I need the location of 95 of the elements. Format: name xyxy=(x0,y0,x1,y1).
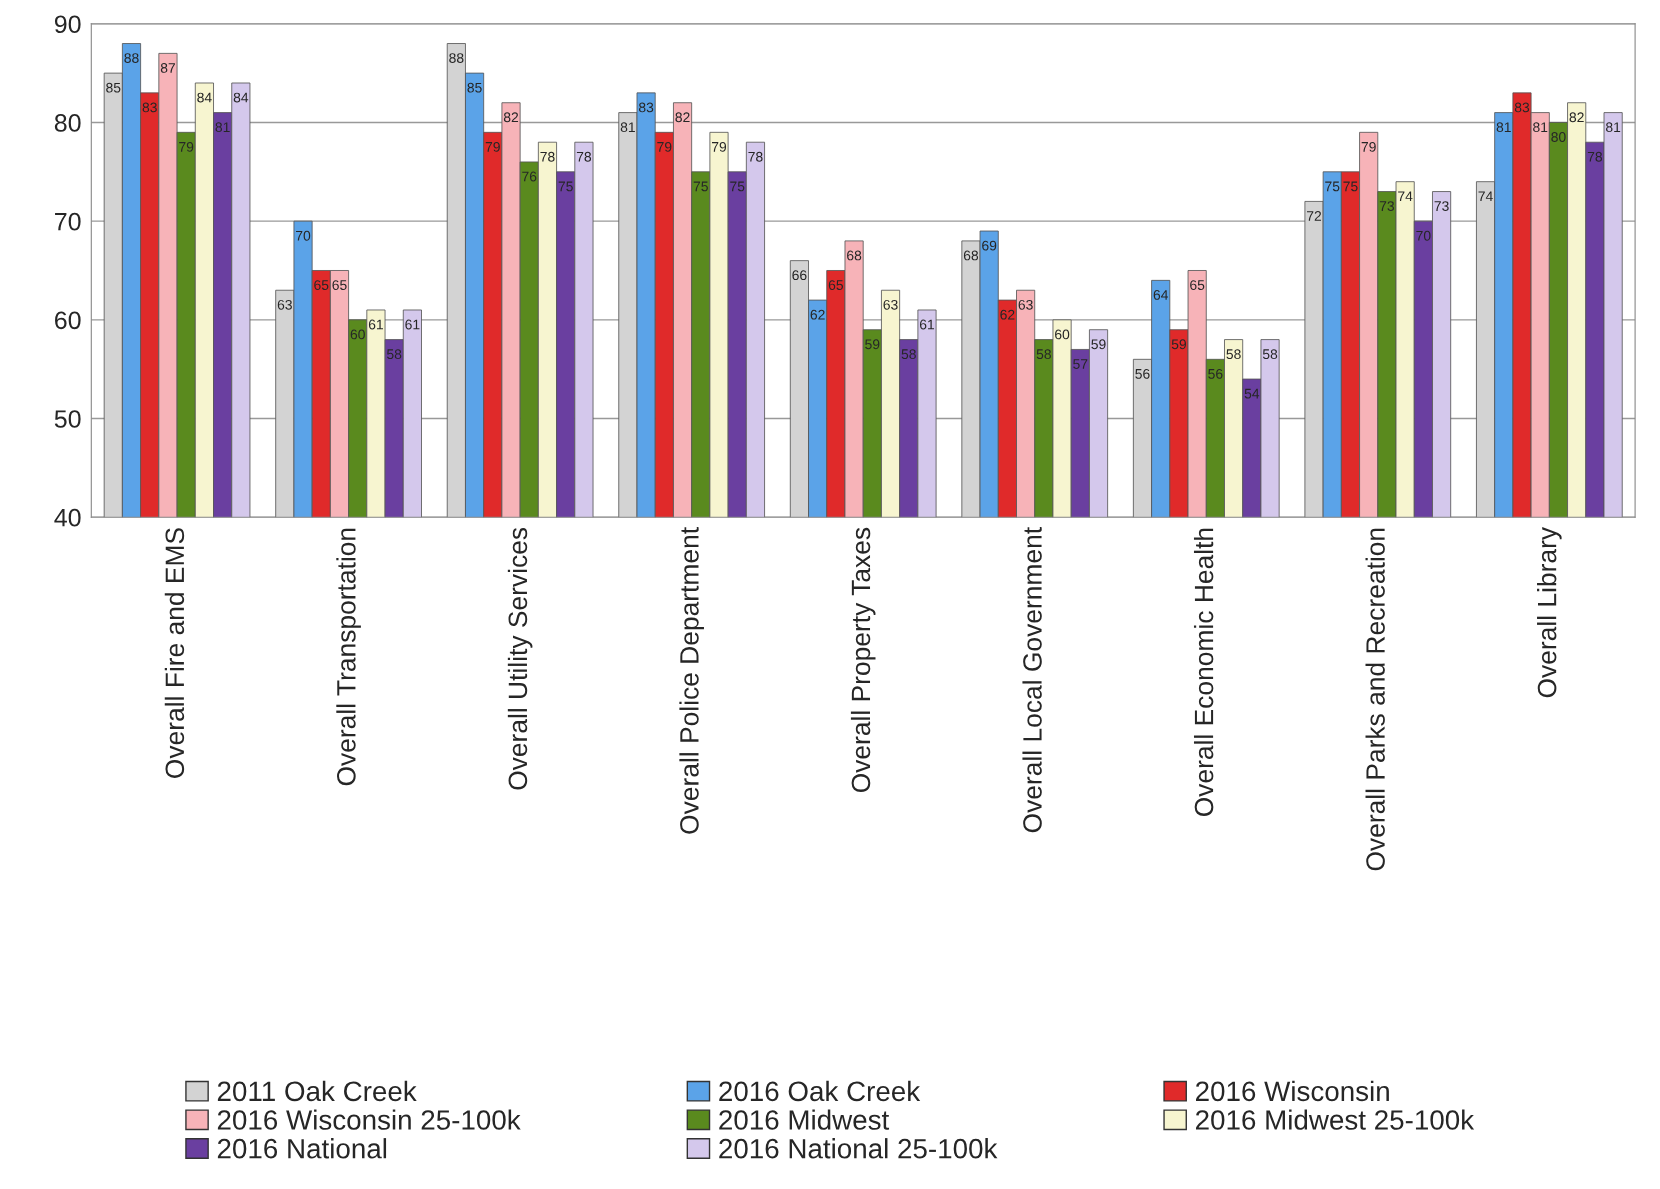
data-label: 81 xyxy=(1533,122,1548,133)
data-label: 60 xyxy=(350,329,365,340)
data-label: 58 xyxy=(1262,349,1278,360)
data-label: 56 xyxy=(1135,368,1150,379)
legend-label: 2016 National xyxy=(217,1138,387,1159)
data-label: 75 xyxy=(1325,181,1340,192)
data-label: 85 xyxy=(106,82,121,93)
x-tick-label: Overall Utility Services xyxy=(507,527,533,790)
data-label: 63 xyxy=(883,299,898,310)
data-label: 81 xyxy=(1496,122,1511,133)
data-label: 78 xyxy=(1587,151,1603,162)
data-label: 59 xyxy=(1171,339,1186,350)
y-tick-label: 60 xyxy=(55,311,81,330)
data-label: 82 xyxy=(675,112,690,123)
data-label: 88 xyxy=(449,53,464,63)
data-label: 61 xyxy=(405,319,420,330)
data-label: 80 xyxy=(1551,132,1566,142)
data-label: 68 xyxy=(963,250,979,261)
data-label: 75 xyxy=(730,181,745,192)
data-label: 78 xyxy=(540,151,555,162)
x-tick-label: Overall Local Government xyxy=(1022,527,1042,833)
data-label: 69 xyxy=(982,240,997,251)
x-tick-label: Overall Economic Health xyxy=(1193,528,1214,817)
data-label: 58 xyxy=(387,349,402,360)
x-tick-label: Overall Parks and Recreation xyxy=(1365,528,1385,871)
data-label: 57 xyxy=(1073,359,1088,369)
y-tick-label: 70 xyxy=(55,212,81,231)
data-label: 59 xyxy=(1091,339,1106,350)
data-label: 63 xyxy=(1018,299,1033,310)
legend-label: 2016 Wisconsin xyxy=(1196,1080,1389,1102)
legend-label: 2016 National 25-100k xyxy=(719,1138,998,1159)
legend-label: 2016 Wisconsin 25-100k xyxy=(217,1109,521,1130)
data-label: 70 xyxy=(1416,230,1431,241)
data-label: 56 xyxy=(1208,368,1223,379)
data-label: 83 xyxy=(142,102,157,113)
data-label: 79 xyxy=(1361,141,1376,152)
legend-label: 2011 Oak Creek xyxy=(217,1080,417,1102)
data-label: 62 xyxy=(810,309,825,320)
legend-label: 2016 Oak Creek xyxy=(719,1080,921,1102)
data-label: 59 xyxy=(865,339,880,350)
data-label: 74 xyxy=(1478,191,1493,202)
data-label: 82 xyxy=(1569,112,1584,123)
data-label: 74 xyxy=(1398,191,1413,202)
x-tick-label: Overall Police Department xyxy=(679,527,704,834)
data-label: 68 xyxy=(847,250,862,261)
data-label: 78 xyxy=(748,151,763,162)
data-label: 85 xyxy=(467,82,482,93)
legend-label: 2016 Midwest xyxy=(719,1109,890,1130)
data-label: 58 xyxy=(901,349,916,360)
data-label: 58 xyxy=(1226,349,1241,360)
data-label: 81 xyxy=(620,122,635,133)
data-label: 87 xyxy=(160,63,175,73)
y-tick-label: 40 xyxy=(54,508,81,527)
data-label: 65 xyxy=(314,280,329,290)
data-label: 81 xyxy=(1606,122,1621,133)
y-tick-label: 80 xyxy=(54,114,81,132)
data-label: 54 xyxy=(1244,388,1260,399)
data-label: 81 xyxy=(215,122,230,133)
data-label: 79 xyxy=(711,141,727,152)
data-label: 61 xyxy=(919,319,935,330)
data-label: 84 xyxy=(233,92,249,103)
data-label: 65 xyxy=(332,280,347,290)
data-label: 82 xyxy=(503,112,519,123)
data-label: 79 xyxy=(179,141,194,152)
data-label: 73 xyxy=(1434,201,1449,212)
data-label: 78 xyxy=(576,151,592,162)
data-label: 64 xyxy=(1153,290,1169,300)
x-tick-label: Overall Property Taxes xyxy=(850,527,876,793)
data-label: 75 xyxy=(693,181,708,192)
data-label: 88 xyxy=(124,53,139,63)
data-label: 79 xyxy=(657,141,672,152)
x-tick-label: Overall Fire and EMS xyxy=(164,528,185,778)
legend-label: 2016 Midwest 25-100k xyxy=(1196,1109,1475,1130)
data-label: 63 xyxy=(277,299,292,310)
y-tick-label: 50 xyxy=(54,410,81,428)
data-label: 60 xyxy=(1055,329,1070,340)
data-label: 76 xyxy=(522,171,537,182)
data-label: 75 xyxy=(1343,181,1358,192)
x-tick-label: Overall Transportation xyxy=(336,528,361,786)
data-label: 73 xyxy=(1379,201,1395,212)
data-label: 79 xyxy=(485,141,500,152)
data-label: 84 xyxy=(197,92,212,103)
data-label: 83 xyxy=(1514,102,1530,113)
data-label: 61 xyxy=(368,319,383,330)
data-label: 72 xyxy=(1307,211,1322,221)
data-label: 65 xyxy=(1190,280,1205,290)
y-tick-label: 90 xyxy=(54,15,81,34)
data-label: 62 xyxy=(1000,309,1015,320)
data-label: 70 xyxy=(296,230,311,241)
data-label: 65 xyxy=(828,280,843,290)
x-tick-label: Overall Library xyxy=(1537,526,1562,698)
data-label: 58 xyxy=(1036,349,1051,360)
data-label: 75 xyxy=(558,181,573,192)
data-label: 83 xyxy=(638,102,654,113)
data-label: 66 xyxy=(792,270,807,281)
